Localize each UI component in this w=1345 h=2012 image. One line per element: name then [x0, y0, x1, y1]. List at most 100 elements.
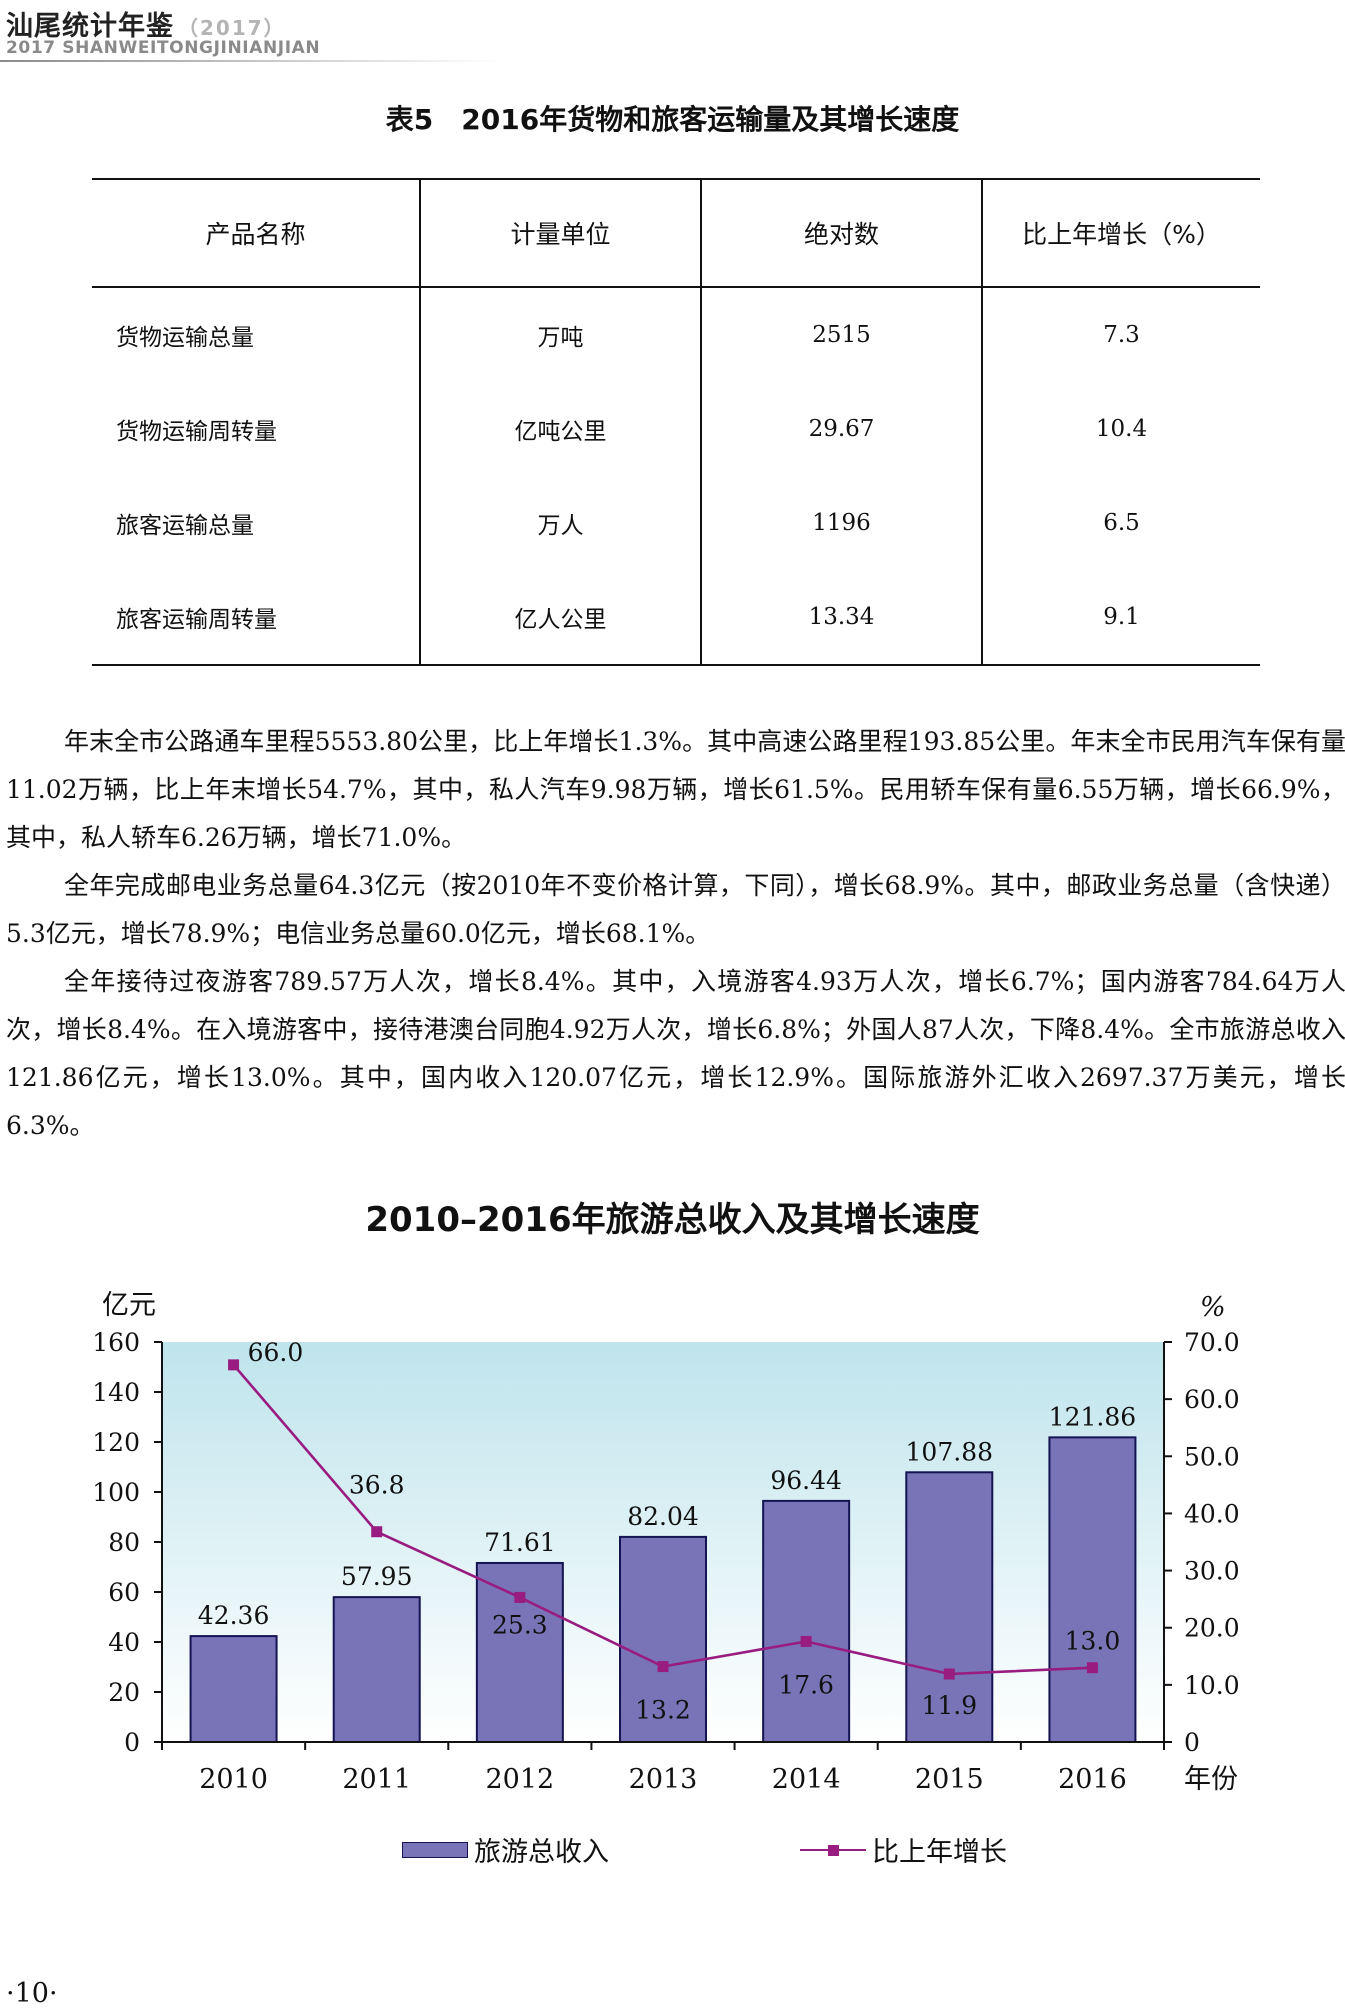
bar-value-label: 71.61: [484, 1528, 556, 1557]
table-row: 旅客运输周转量 亿人公里 13.34 9.1: [92, 570, 1260, 665]
column-header: 计量单位: [419, 179, 701, 287]
body-text: 年末全市公路通车里程5553.80公里，比上年增长1.3%。其中高速公路里程19…: [6, 718, 1345, 1150]
legend-swatch-line: [800, 1840, 866, 1860]
y-tick-label-left: 160: [92, 1328, 140, 1357]
table-cell: 29.67: [700, 382, 982, 476]
table-cell: 7.3: [981, 287, 1260, 382]
legend-label: 旅游总收入: [474, 1837, 609, 1868]
growth-point: [371, 1526, 383, 1538]
x-tick-label: 2015: [915, 1764, 984, 1795]
y-tick-label-left: 100: [92, 1478, 140, 1507]
y-tick-label-left: 140: [92, 1378, 140, 1407]
column-header: 绝对数: [700, 179, 982, 287]
legend-label: 比上年增长: [872, 1837, 1007, 1868]
growth-value-label: 36.8: [349, 1471, 405, 1500]
growth-point: [1086, 1662, 1098, 1674]
header-rule: [0, 60, 500, 62]
table-cell: 货物运输总量: [116, 325, 254, 351]
legend-item-line: 比上年增长: [800, 1830, 1007, 1869]
page-number: ·10·: [6, 1978, 58, 2009]
bar-value-label: 57.95: [341, 1562, 413, 1591]
y-tick-label-right: 60.0: [1184, 1385, 1240, 1414]
table-cell: 亿吨公里: [419, 382, 701, 476]
y-tick-label-left: 120: [92, 1428, 140, 1457]
table-header-row: 产品名称 计量单位 绝对数 比上年增长（%）: [92, 179, 1260, 287]
table-cell: 1196: [700, 476, 982, 570]
x-tick-label: 2013: [629, 1764, 698, 1795]
table-cell: 10.4: [981, 382, 1260, 476]
table-row: 货物运输总量 万吨 2515 7.3: [92, 287, 1260, 382]
growth-point: [228, 1359, 240, 1371]
table-cell: 13.34: [700, 570, 982, 665]
x-tick-label: 2011: [342, 1764, 411, 1795]
x-tick-label: 2016: [1058, 1764, 1127, 1795]
growth-value-label: 25.3: [492, 1610, 548, 1639]
y-tick-label-left: 20: [108, 1678, 140, 1707]
growth-point: [657, 1661, 669, 1673]
table-cell: 2515: [700, 287, 982, 382]
yearbook-title: 汕尾统计年鉴: [6, 11, 174, 42]
growth-value-label: 13.0: [1065, 1627, 1121, 1656]
bar-value-label: 121.86: [1049, 1402, 1136, 1431]
y-tick-label-left: 80: [108, 1528, 140, 1557]
transport-table: 产品名称 计量单位 绝对数 比上年增长（%） 货物运输总量 万吨 2515 7.…: [92, 178, 1260, 666]
column-header: 比上年增长（%）: [981, 179, 1260, 287]
yearbook-title-en: 2017 SHANWEITONGJINIANJIAN: [6, 38, 321, 58]
bar-value-label: 42.36: [198, 1601, 270, 1630]
legend-swatch-bar: [402, 1841, 468, 1858]
table-cell: 万人: [419, 476, 701, 570]
table-cell: 万吨: [419, 287, 701, 382]
legend-item-bar: 旅游总收入: [402, 1830, 609, 1869]
bar-value-label: 82.04: [627, 1502, 699, 1531]
y-tick-label-right: 30.0: [1184, 1557, 1240, 1586]
paragraph-post-telecom: 全年完成邮电业务总量64.3亿元（按2010年不变价格计算，下同），增长68.9…: [6, 871, 1345, 948]
chart-legend: 旅游总收入 比上年增长: [0, 1830, 1345, 1870]
x-tick-label: 2010: [199, 1764, 268, 1795]
y-tick-label-right: 0: [1184, 1728, 1200, 1757]
y-axis-label-left: 亿元: [102, 1290, 156, 1321]
chart-title: 2010–2016年旅游总收入及其增长速度: [365, 1200, 980, 1240]
revenue-bar: [189, 1635, 278, 1744]
table-row: 货物运输周转量 亿吨公里 29.67 10.4: [92, 382, 1260, 476]
table-cell: 货物运输周转量: [116, 419, 277, 445]
growth-point: [514, 1591, 526, 1603]
yearbook-year: （2017）: [178, 16, 286, 40]
running-header: 汕尾统计年鉴 （2017）: [6, 4, 286, 43]
revenue-bar: [475, 1561, 564, 1743]
revenue-bar: [1048, 1436, 1137, 1743]
growth-value-label: 11.9: [921, 1691, 977, 1720]
table-cell: 亿人公里: [419, 570, 701, 665]
growth-point: [943, 1668, 955, 1680]
table-row: 旅客运输总量 万人 1196 6.5: [92, 476, 1260, 570]
growth-value-label: 17.6: [778, 1670, 834, 1699]
paragraph-tourism: 全年接待过夜游客789.57万人次，增长8.4%。其中，入境游客4.93万人次，…: [6, 967, 1345, 1140]
y-tick-label-left: 40: [108, 1628, 140, 1657]
y-tick-label-right: 20.0: [1184, 1614, 1240, 1643]
bar-value-label: 96.44: [770, 1466, 842, 1495]
y-tick-label-right: 50.0: [1184, 1442, 1240, 1471]
y-tick-label-right: 40.0: [1184, 1499, 1240, 1528]
y-tick-label-right: 10.0: [1184, 1671, 1240, 1700]
tourism-chart: 0 20 40 60 80 100 120 140 160 0 10.0 20.0 30.0 40.0 50…: [92, 1290, 1240, 1795]
table-cell: 旅客运输总量: [116, 513, 254, 539]
bar-value-label: 107.88: [906, 1437, 993, 1466]
y-tick-label-right: 70.0: [1184, 1328, 1240, 1357]
revenue-bar: [332, 1596, 421, 1743]
table-cell: 旅客运输周转量: [116, 607, 277, 633]
column-header: 产品名称: [205, 220, 306, 249]
x-axis-label: 年份: [1184, 1764, 1238, 1795]
growth-point: [800, 1635, 812, 1647]
x-tick-label: 2012: [485, 1764, 554, 1795]
y-tick-label-left: 60: [108, 1578, 140, 1607]
growth-value-label: 13.2: [635, 1696, 691, 1725]
revenue-bar: [762, 1499, 851, 1743]
table-cell: 9.1: [981, 570, 1260, 665]
x-tick-label: 2014: [772, 1764, 841, 1795]
table-cell: 6.5: [981, 476, 1260, 570]
paragraph-transport: 年末全市公路通车里程5553.80公里，比上年增长1.3%。其中高速公路里程19…: [6, 727, 1345, 852]
y-axis-label-right: %: [1200, 1292, 1226, 1323]
revenue-bar: [619, 1535, 707, 1743]
y-tick-label-left: 0: [124, 1728, 140, 1757]
growth-value-label: 66.0: [248, 1338, 304, 1367]
table-title: 表5 2016年货物和旅客运输量及其增长速度: [385, 103, 960, 136]
